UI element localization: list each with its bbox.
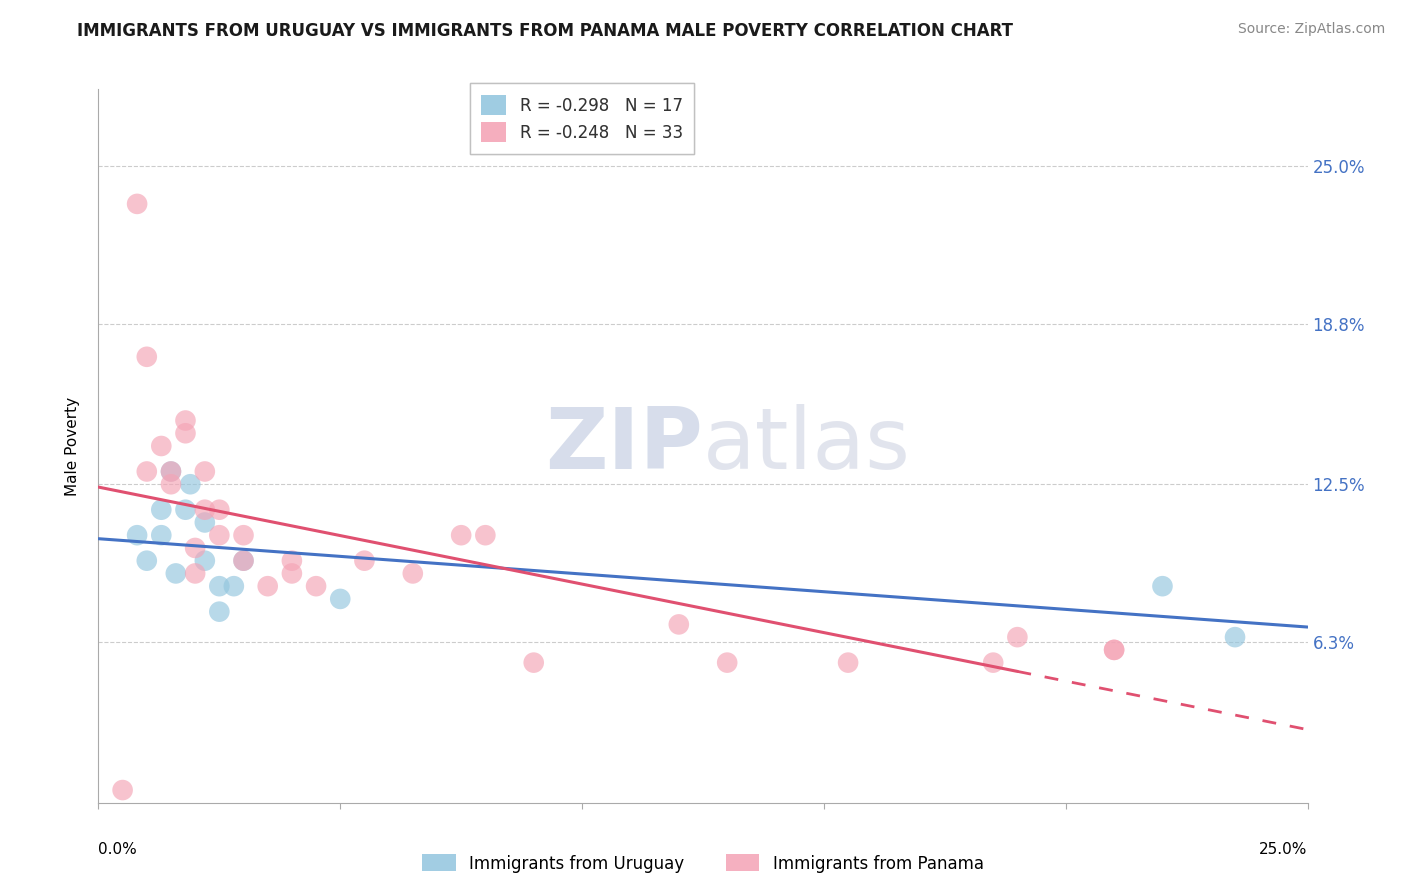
Point [523,656,546,670]
Text: 25.0%: 25.0% [1260,842,1308,857]
Point [135,350,157,364]
Point [174,426,197,441]
Point [1102,643,1125,657]
Point [135,465,157,479]
Point [150,502,173,516]
Point [111,783,134,797]
Point [474,528,496,542]
Point [353,554,375,568]
Point [1223,630,1246,644]
Point [208,502,231,516]
Text: atlas: atlas [703,404,911,488]
Point [135,554,157,568]
Point [174,502,197,516]
Point [402,566,425,581]
Point [281,554,304,568]
Text: Source: ZipAtlas.com: Source: ZipAtlas.com [1237,22,1385,37]
Legend: R = -0.298   N = 17, R = -0.248   N = 33: R = -0.298 N = 17, R = -0.248 N = 33 [470,83,695,154]
Point [194,516,217,530]
Point [1007,630,1029,644]
Point [184,566,207,581]
Point [127,528,149,542]
Point [208,528,231,542]
Point [174,413,197,427]
Text: IMMIGRANTS FROM URUGUAY VS IMMIGRANTS FROM PANAMA MALE POVERTY CORRELATION CHART: IMMIGRANTS FROM URUGUAY VS IMMIGRANTS FR… [77,22,1014,40]
Legend: Immigrants from Uruguay, Immigrants from Panama: Immigrants from Uruguay, Immigrants from… [416,847,990,880]
Point [232,554,254,568]
Point [194,502,217,516]
Point [179,477,201,491]
Point [281,566,304,581]
Point [716,656,738,670]
Point [194,554,217,568]
Point [165,566,187,581]
Point [160,477,183,491]
Point [1102,643,1125,657]
Point [450,528,472,542]
Point [150,528,173,542]
Point [150,439,173,453]
Point [160,465,183,479]
Point [184,541,207,555]
Point [981,656,1004,670]
Point [232,554,254,568]
Point [232,528,254,542]
Point [329,591,352,606]
Point [256,579,278,593]
Point [208,605,231,619]
Point [160,465,183,479]
Point [305,579,328,593]
Text: 0.0%: 0.0% [98,842,138,857]
Text: ZIP: ZIP [546,404,703,488]
Point [194,465,217,479]
Y-axis label: Male Poverty: Male Poverty [65,396,80,496]
Point [837,656,859,670]
Point [127,197,149,211]
Point [222,579,245,593]
Point [208,579,231,593]
Point [1152,579,1174,593]
Point [668,617,690,632]
